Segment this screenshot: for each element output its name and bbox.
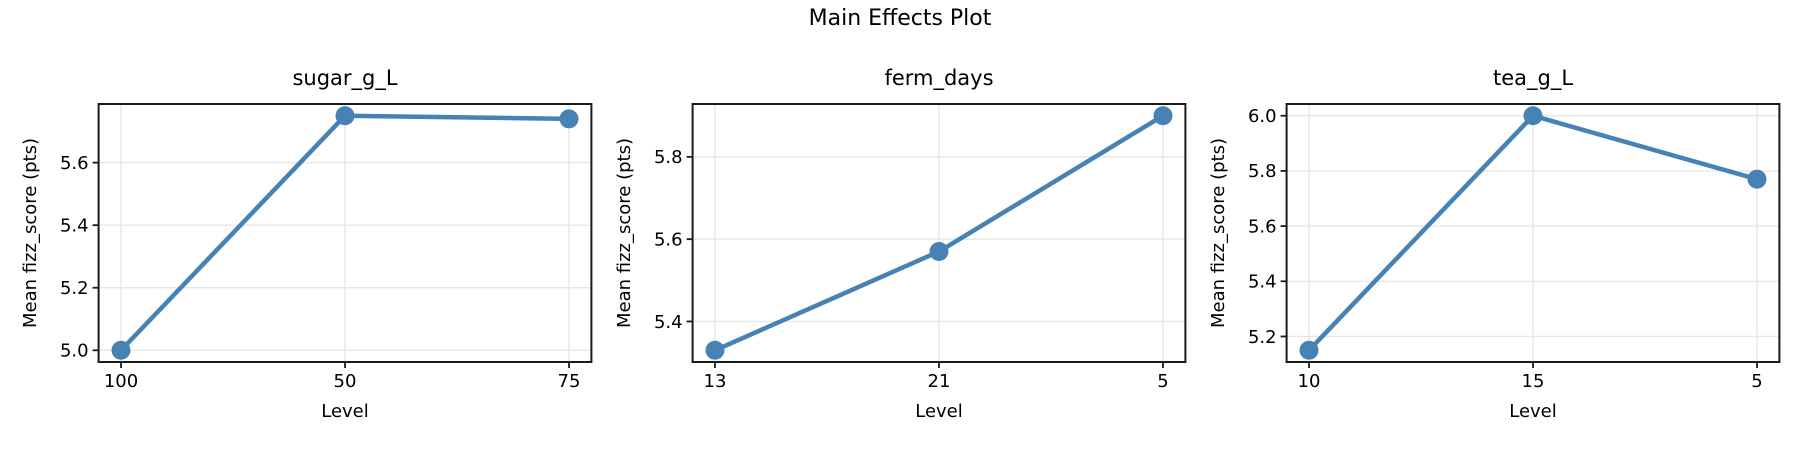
axes-tea_g_L: 10 15 5 5.2 5.4 5.6 5.8 6.0 [1248,103,1781,392]
tick-marks [686,155,1164,368]
y-tick-label: 5.8 [654,147,683,168]
x-tick-label: 10 [1298,371,1321,392]
data-point-markers [1299,106,1767,360]
subplot-title: sugar_g_L [292,66,398,90]
y-tick-label: 5.6 [654,229,683,250]
data-point-marker [1747,169,1767,189]
tick-marks [92,161,570,368]
y-tick-label: 5.6 [1248,216,1277,237]
y-tick-label: 5.0 [60,341,89,362]
x-tick-labels: 10 15 5 [1298,371,1763,392]
data-point-marker [559,109,579,129]
y-tick-label: 5.2 [60,278,89,299]
data-point-marker [1299,340,1319,360]
x-tick-label: 13 [704,371,727,392]
x-axis-label: Level [321,401,369,422]
subplot-title: ferm_days [884,66,994,90]
y-tick-label: 5.4 [1248,272,1277,293]
data-point-marker [705,340,725,360]
y-tick-labels: 5.4 5.6 5.8 [654,147,683,333]
y-axis-label: Mean fizz_score (pts) [614,138,635,328]
axes-spines [1285,103,1781,363]
x-tick-label: 75 [558,371,581,392]
x-tick-label: 50 [334,371,357,392]
y-tick-labels: 5.0 5.2 5.4 5.6 [60,153,89,362]
y-tick-label: 5.6 [60,153,89,174]
grid-lines [98,104,592,362]
grid-lines [1286,104,1780,362]
x-tick-label: 21 [928,371,951,392]
figure-title: Main Effects Plot [808,6,992,31]
x-axis-label: Level [1509,401,1557,422]
data-point-marker [929,242,949,262]
y-axis-label: Mean fizz_score (pts) [1208,138,1229,328]
data-point-markers [111,106,579,360]
axes-spines [97,103,593,363]
y-axis-label: Mean fizz_score (pts) [20,138,41,328]
y-tick-label: 5.4 [60,215,89,236]
y-tick-label: 6.0 [1248,106,1277,127]
axes-spines [691,103,1187,363]
data-point-marker [1523,106,1543,126]
x-tick-label: 5 [1157,371,1168,392]
y-tick-labels: 5.2 5.4 5.6 5.8 6.0 [1248,106,1277,348]
data-point-marker [335,106,355,126]
x-tick-labels: 13 21 5 [704,371,1169,392]
y-tick-label: 5.2 [1248,327,1277,348]
x-tick-labels: 100 50 75 [104,371,581,392]
x-tick-label: 15 [1522,371,1545,392]
data-point-markers [705,106,1173,360]
x-tick-label: 5 [1751,371,1762,392]
x-tick-label: 100 [104,371,138,392]
y-tick-label: 5.4 [654,312,683,333]
axes-ferm_days: 13 21 5 5.4 5.6 5.8 [654,103,1187,392]
y-tick-label: 5.8 [1248,161,1277,182]
data-point-marker [111,340,131,360]
x-axis-label: Level [915,401,963,422]
data-point-marker [1153,106,1173,126]
grid-lines [692,104,1186,362]
tick-marks [1280,114,1758,368]
axes-sugar_g_L: 100 50 75 5.0 5.2 5.4 5.6 [60,103,593,392]
subplot-title: tea_g_L [1492,66,1574,90]
